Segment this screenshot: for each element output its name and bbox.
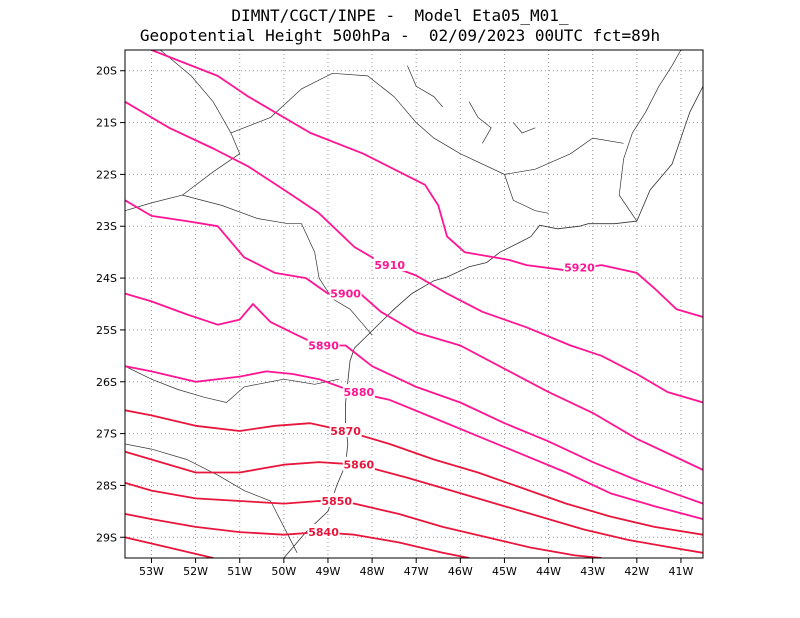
contour-label-bg (307, 524, 340, 539)
lat-tick-label: 26S (96, 376, 117, 389)
contour-line-5920 (151, 50, 703, 318)
contour-label-bg (329, 423, 362, 437)
contour-labels: 5920 5910 5900 5890 5880 5870 5860 5850 5840 (307, 257, 596, 539)
contour-label-bg (307, 337, 340, 352)
lat-tick-label: 22S (96, 168, 117, 181)
contour-label-5890: 5890 (308, 339, 339, 352)
lat-tick-label: 21S (96, 117, 117, 130)
lon-tick-label: 53W (139, 565, 164, 578)
state-border (182, 194, 373, 336)
lat-tick-label: 27S (96, 428, 117, 441)
grid-lines (125, 50, 703, 558)
state-border (125, 443, 298, 553)
contour-label-5840: 5840 (308, 526, 339, 539)
contour-line-extra (125, 536, 214, 558)
title-line-2: Geopotential Height 500hPa - 02/09/2023 … (139, 26, 661, 45)
contour-label-5860: 5860 (344, 459, 375, 472)
contour-label-5870: 5870 (330, 425, 361, 438)
title-line-1: DIMNT/CGCT/INPE - Model Eta05_M01_ (231, 6, 569, 25)
lon-tick-label: 44W (536, 565, 561, 578)
lon-tick-label: 46W (448, 565, 473, 578)
river (407, 65, 443, 108)
lon-tick-label: 43W (580, 565, 605, 578)
contour-line-5900 (125, 199, 703, 471)
lat-tick-label: 20S (96, 65, 117, 78)
contour-label-5850: 5850 (321, 495, 352, 508)
state-border (504, 137, 624, 175)
contour-label-bg (320, 492, 353, 507)
river (513, 122, 536, 134)
contours (125, 50, 703, 558)
plot-frame (124, 49, 704, 559)
contour-label-5900: 5900 (330, 288, 361, 301)
state-border (125, 365, 340, 403)
lat-tick-label: 23S (96, 220, 117, 233)
state-border (125, 50, 241, 212)
lat-tick-label: 29S (96, 531, 117, 544)
contour-line-5890 (125, 292, 703, 505)
river (468, 101, 492, 144)
contour-label-bg (342, 456, 375, 471)
lon-tick-label: 41W (669, 565, 694, 578)
contour-line-5860 (125, 450, 703, 554)
contour-label-5880: 5880 (344, 386, 375, 399)
contour-label-bg (329, 285, 362, 300)
contour-label-5920: 5920 (564, 262, 595, 275)
lat-tick-label: 28S (96, 479, 117, 492)
contour-line-5840 (125, 513, 470, 558)
coastline (283, 86, 703, 558)
lat-tick-label: 25S (96, 324, 117, 337)
contour-label-bg (563, 259, 596, 274)
contour-label-bg (373, 257, 406, 272)
state-border (230, 72, 549, 214)
lon-tick-label: 52W (183, 565, 208, 578)
axes: 53W 52W 51W 50W 49W 48W 47W 46W 45W 44W 43W 42W 41W 2… (96, 65, 693, 578)
state-border (618, 50, 682, 222)
lon-tick-label: 47W (404, 565, 429, 578)
contour-line-5910 (125, 101, 703, 404)
lon-tick-label: 48W (360, 565, 385, 578)
contour-line-5870 (125, 409, 703, 536)
map-boundaries (125, 50, 703, 558)
lon-tick-label: 51W (227, 565, 252, 578)
lon-tick-label: 50W (271, 565, 296, 578)
contour-label-bg (342, 384, 375, 399)
contour-label-5910: 5910 (374, 259, 405, 272)
contour-line-5850 (125, 481, 602, 558)
lon-tick-label: 49W (316, 565, 341, 578)
lon-tick-label: 42W (624, 565, 649, 578)
lon-tick-label: 45W (492, 565, 517, 578)
lat-tick-label: 24S (96, 272, 117, 285)
contour-line-5880 (125, 365, 703, 520)
